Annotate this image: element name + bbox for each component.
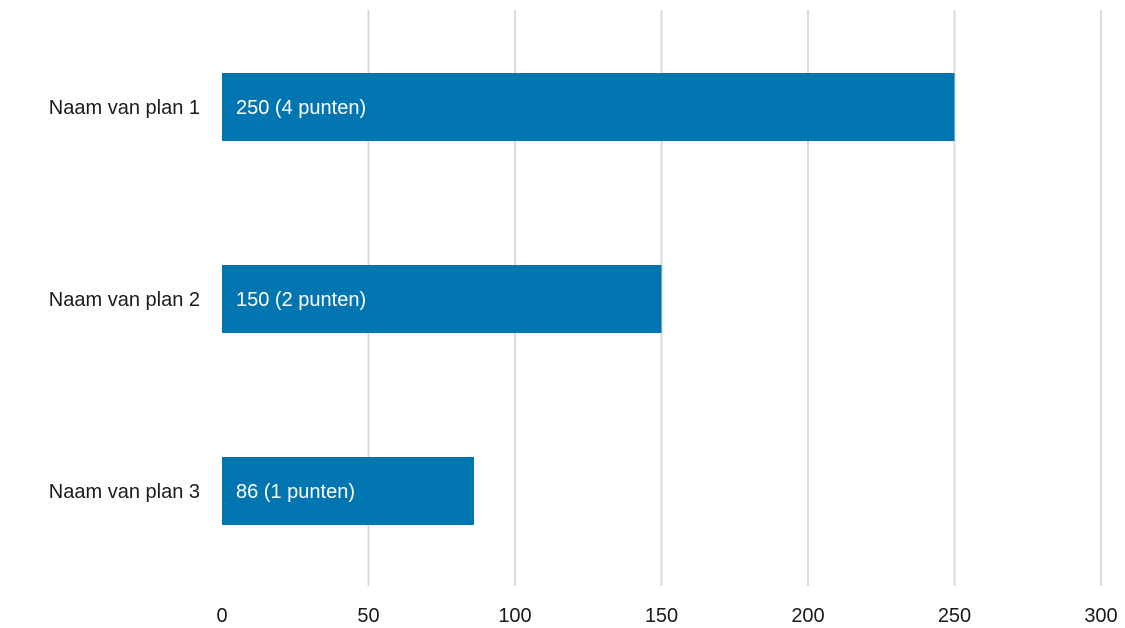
data-labels: 250 (4 punten) 150 (2 punten) 86 (1 punten… (236, 97, 366, 503)
bar (222, 457, 474, 525)
category-label: Naam van plan 2 (49, 289, 200, 311)
bar (222, 73, 955, 141)
x-tick-label: 250 (938, 605, 971, 627)
data-label: 250 (4 punten) (236, 97, 366, 119)
x-tick-label: 50 (357, 605, 379, 627)
x-tick-label: 200 (791, 605, 824, 627)
data-label: 150 (2 punten) (236, 289, 366, 311)
x-tick-label: 0 (216, 605, 227, 627)
x-tick-label: 150 (645, 605, 678, 627)
bars (222, 73, 955, 525)
category-label: Naam van plan 1 (49, 97, 200, 119)
x-tick-label: 100 (498, 605, 531, 627)
x-axis-tick-labels: 0 50 100 150 200 250 300 (216, 605, 1117, 627)
data-label: 86 (1 punten) (236, 481, 355, 503)
category-label: Naam van plan 3 (49, 481, 200, 503)
bar (222, 265, 662, 333)
x-tick-label: 300 (1084, 605, 1117, 627)
category-labels: Naam van plan 1 Naam van plan 2 Naam van p… (49, 97, 200, 503)
